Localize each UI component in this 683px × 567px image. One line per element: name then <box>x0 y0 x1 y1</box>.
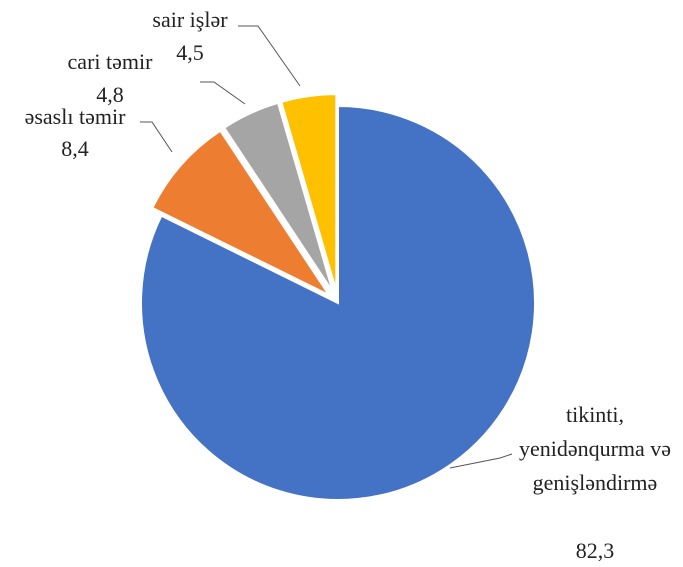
leader-line <box>140 121 173 153</box>
value-label: 4,8 <box>96 82 124 107</box>
slice-label: cari təmir <box>67 49 153 74</box>
value-label: 8,4 <box>61 136 89 161</box>
slice-label: tikinti, yenidənqurma və genişləndirmə <box>518 402 672 495</box>
slice-label: sair işlər <box>152 7 228 32</box>
value-label: 4,5 <box>176 40 204 65</box>
pie-slice <box>222 101 334 293</box>
pie-slice <box>280 93 338 292</box>
leader-line <box>238 25 301 87</box>
value-label: 82,3 <box>575 538 615 563</box>
leader-line <box>200 81 246 105</box>
pie-slice <box>140 104 536 501</box>
slice-label: əsaslı təmir <box>24 104 126 129</box>
leader-line <box>449 453 513 469</box>
pie-slice <box>151 129 332 298</box>
